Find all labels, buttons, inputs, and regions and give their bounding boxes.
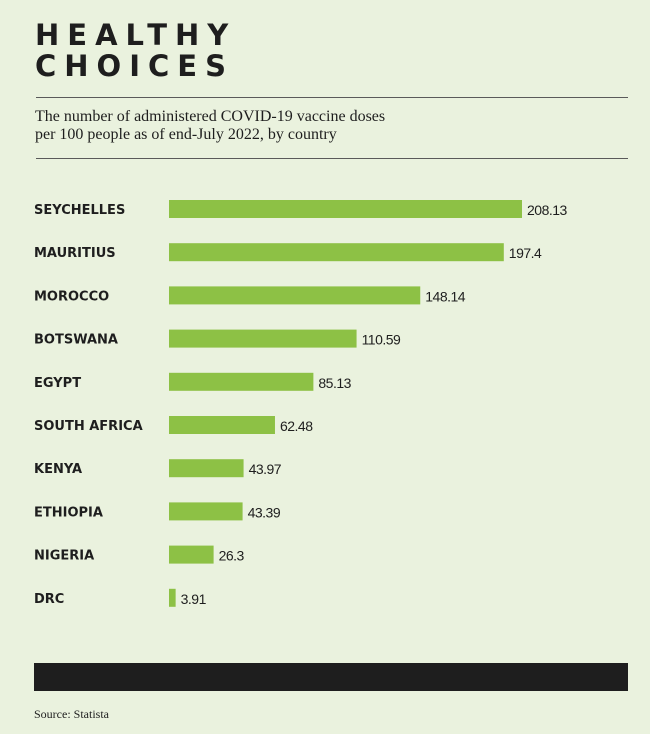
bar-nigeria	[169, 545, 214, 564]
category-label: SEYCHELLES	[34, 203, 125, 218]
value-label: 208.13	[527, 202, 568, 218]
category-label: EGYPT	[34, 376, 81, 391]
subtitle-line-1: The number of administered COVID-19 vacc…	[35, 108, 386, 125]
value-label: 197.4	[509, 245, 542, 261]
source-note: Source: Statista	[34, 707, 109, 721]
chart-subtitle: The number of administered COVID-19 vacc…	[35, 108, 595, 144]
bar-kenya	[169, 459, 244, 478]
value-label: 26.3	[219, 548, 245, 564]
divider-top	[36, 97, 628, 98]
value-label: 62.48	[280, 418, 313, 434]
subtitle-line-2: per 100 people as of end-July 2022, by c…	[35, 126, 337, 143]
title-line-1: HEALTHY	[35, 18, 237, 52]
value-label: 43.97	[249, 461, 282, 477]
bar-mauritius	[169, 243, 504, 262]
chart-title: HEALTHY CHOICES	[35, 20, 236, 82]
bar-south-africa	[169, 416, 275, 434]
category-label: DRC	[34, 592, 64, 607]
bar-drc	[169, 588, 176, 607]
value-label: 110.59	[362, 332, 401, 348]
value-label: 3.91	[181, 591, 207, 607]
value-label: 85.13	[318, 375, 351, 391]
category-label: SOUTH AFRICA	[34, 419, 143, 434]
value-label: 43.39	[248, 504, 281, 520]
bar-chart: SEYCHELLES 208.13 MAURITIUS 197.4 MOROCCO 148…	[34, 200, 568, 607]
category-label: NIGERIA	[34, 549, 94, 564]
divider-bottom	[36, 158, 628, 159]
value-label: 148.14	[425, 288, 466, 304]
bar-seychelles	[169, 200, 522, 218]
bar-egypt	[169, 372, 314, 391]
bar-botswana	[169, 329, 357, 348]
category-label: BOTSWANA	[34, 333, 118, 348]
bar-ethiopia	[169, 502, 243, 521]
bar-morocco	[169, 286, 421, 305]
title-line-2: CHOICES	[35, 49, 234, 83]
category-label: MOROCCO	[34, 289, 109, 304]
category-label: KENYA	[34, 462, 82, 477]
category-label: ETHIOPIA	[34, 505, 103, 520]
footer-bar	[34, 663, 628, 691]
category-label: MAURITIUS	[34, 246, 116, 261]
